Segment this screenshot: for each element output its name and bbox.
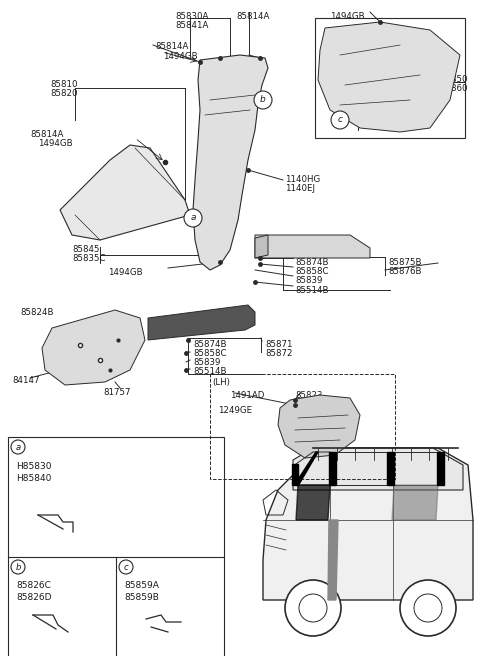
Text: 85814A: 85814A xyxy=(30,130,63,139)
Text: a: a xyxy=(190,213,196,222)
Text: 85826C
85826D: 85826C 85826D xyxy=(16,581,51,602)
Text: 85514B: 85514B xyxy=(193,367,227,376)
Text: 85860: 85860 xyxy=(440,84,468,93)
Circle shape xyxy=(400,580,456,636)
Text: (LH): (LH) xyxy=(212,378,230,387)
Bar xyxy=(210,374,395,479)
Text: 1140EJ: 1140EJ xyxy=(285,184,315,193)
Circle shape xyxy=(11,560,25,574)
Text: H85830
H85840: H85830 H85840 xyxy=(16,462,51,483)
Text: 1491AD: 1491AD xyxy=(230,391,264,400)
Text: 85845: 85845 xyxy=(72,245,99,254)
Text: c: c xyxy=(124,562,128,571)
Polygon shape xyxy=(42,310,145,385)
Text: 85814A: 85814A xyxy=(360,100,394,109)
Text: 85858C: 85858C xyxy=(193,349,227,358)
Text: 1140HG: 1140HG xyxy=(285,175,320,184)
Polygon shape xyxy=(148,305,255,340)
Polygon shape xyxy=(293,448,463,490)
Polygon shape xyxy=(193,55,268,270)
Polygon shape xyxy=(328,520,338,600)
Text: 85850: 85850 xyxy=(440,75,468,84)
Circle shape xyxy=(331,111,349,129)
Text: 85874B: 85874B xyxy=(295,258,328,267)
Text: 84147: 84147 xyxy=(12,376,39,385)
Text: 1249GE: 1249GE xyxy=(218,406,252,415)
Polygon shape xyxy=(437,452,444,485)
Text: b: b xyxy=(15,562,21,571)
Circle shape xyxy=(11,440,25,454)
Text: 85874B: 85874B xyxy=(193,340,227,349)
Text: a: a xyxy=(15,443,21,451)
Text: 85810: 85810 xyxy=(50,80,77,89)
Text: 85823: 85823 xyxy=(295,391,323,400)
Text: c: c xyxy=(337,115,343,125)
Polygon shape xyxy=(278,395,360,458)
Text: 85839: 85839 xyxy=(295,276,323,285)
Text: 1494GB: 1494GB xyxy=(163,52,198,61)
Polygon shape xyxy=(318,22,460,132)
Text: 85835C: 85835C xyxy=(72,254,106,263)
Polygon shape xyxy=(255,235,268,258)
Text: 85858C: 85858C xyxy=(295,267,328,276)
Polygon shape xyxy=(296,485,330,520)
Text: 85820: 85820 xyxy=(50,89,77,98)
Text: 85814A: 85814A xyxy=(155,42,188,51)
Polygon shape xyxy=(329,452,336,485)
Text: 85830A: 85830A xyxy=(175,12,208,21)
Circle shape xyxy=(119,560,133,574)
Polygon shape xyxy=(292,464,298,485)
Bar xyxy=(8,437,224,656)
Text: 85824B: 85824B xyxy=(20,308,53,317)
Text: 85859A
85859B: 85859A 85859B xyxy=(124,581,159,602)
Polygon shape xyxy=(263,448,473,600)
Polygon shape xyxy=(392,485,438,520)
Polygon shape xyxy=(295,452,318,486)
Polygon shape xyxy=(387,452,394,485)
Polygon shape xyxy=(255,235,370,258)
Circle shape xyxy=(184,209,202,227)
Text: 85841A: 85841A xyxy=(175,21,208,30)
Text: 85839: 85839 xyxy=(193,358,220,367)
Text: 1494GB: 1494GB xyxy=(108,268,143,277)
Text: b: b xyxy=(260,96,266,104)
Text: 85871: 85871 xyxy=(265,340,292,349)
Polygon shape xyxy=(60,145,190,240)
Circle shape xyxy=(254,91,272,109)
Text: 1494GB: 1494GB xyxy=(330,12,365,21)
Text: 85514B: 85514B xyxy=(295,286,328,295)
Text: 85872: 85872 xyxy=(265,349,292,358)
Text: 1494GB: 1494GB xyxy=(38,139,72,148)
Text: 85876B: 85876B xyxy=(388,267,421,276)
Text: 85875B: 85875B xyxy=(388,258,421,267)
Bar xyxy=(315,18,465,138)
Circle shape xyxy=(285,580,341,636)
Text: 85814A: 85814A xyxy=(236,12,269,21)
Text: 81757: 81757 xyxy=(103,388,131,397)
